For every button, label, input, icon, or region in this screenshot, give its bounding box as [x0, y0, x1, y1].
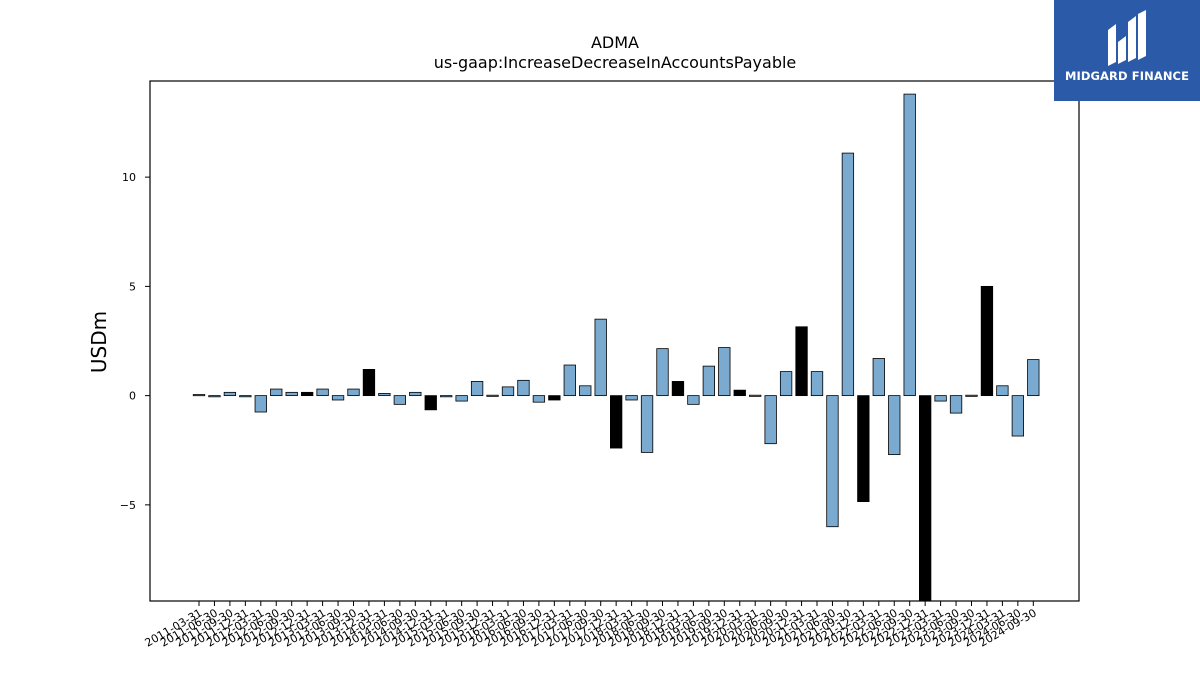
midgard-finance-logo: MIDGARD FINANCE: [1054, 0, 1200, 101]
bar: [455, 395, 468, 402]
bar: [563, 364, 576, 397]
plot-area: 1050−52011-03-312011-06-302011-09-302011…: [120, 93, 1040, 650]
bar: [841, 152, 855, 397]
y-axis-label: USDm: [87, 311, 111, 373]
plot-frame: [149, 80, 1080, 602]
bar: [934, 395, 947, 402]
bar: [872, 358, 885, 397]
y-tick-label: 5: [129, 280, 136, 293]
bar: [671, 381, 685, 397]
bar: [270, 388, 283, 397]
y-tick-label: 10: [122, 171, 136, 184]
bar: [826, 395, 839, 528]
y-tick-label: 0: [129, 390, 136, 403]
bar: [795, 326, 808, 397]
bar: [764, 395, 777, 445]
bar: [409, 391, 422, 397]
bar: [470, 381, 484, 397]
bar: [486, 394, 499, 397]
bar: [316, 388, 329, 397]
bar: [192, 394, 206, 397]
bar: [579, 385, 592, 397]
bar: [393, 395, 407, 405]
bar: [440, 395, 453, 398]
bar: [640, 395, 654, 453]
logo-mark-icon: [1108, 10, 1146, 66]
bar: [687, 395, 700, 405]
bar: [239, 395, 252, 398]
bar: [702, 365, 715, 397]
bar: [888, 395, 901, 456]
bar: [517, 379, 530, 397]
bar: [254, 395, 267, 413]
bar: [1011, 395, 1024, 437]
bar: [625, 395, 638, 401]
bar: [980, 285, 994, 397]
bar: [965, 394, 978, 397]
logo-text: MIDGARD FINANCE: [1064, 69, 1190, 83]
bar: [285, 391, 298, 397]
bar: [347, 388, 360, 397]
bar: [501, 386, 515, 397]
bar: [532, 395, 546, 403]
bar: [594, 318, 607, 397]
bar: [810, 371, 824, 397]
bar: [1027, 359, 1040, 397]
bar: [424, 395, 437, 411]
bar: [208, 395, 221, 398]
bar: [749, 394, 762, 397]
chart-subtitle: us-gaap:IncreaseDecreaseInAccountsPayabl…: [434, 53, 797, 72]
bar: [331, 395, 345, 401]
bar: [610, 395, 623, 449]
bar: [300, 391, 314, 397]
bar: [996, 385, 1009, 397]
bar: [718, 347, 731, 397]
bar: [949, 395, 963, 414]
bar: [919, 395, 932, 602]
bar: [362, 369, 376, 397]
bar: [223, 391, 237, 397]
bar: [548, 395, 561, 401]
bar: [378, 393, 391, 397]
bar: [779, 371, 793, 397]
bar: [733, 389, 746, 397]
bar: [656, 348, 669, 397]
bar: [903, 93, 916, 397]
bar: [857, 395, 870, 502]
chart-title: ADMA: [591, 33, 639, 52]
y-tick-label: −5: [120, 499, 136, 512]
